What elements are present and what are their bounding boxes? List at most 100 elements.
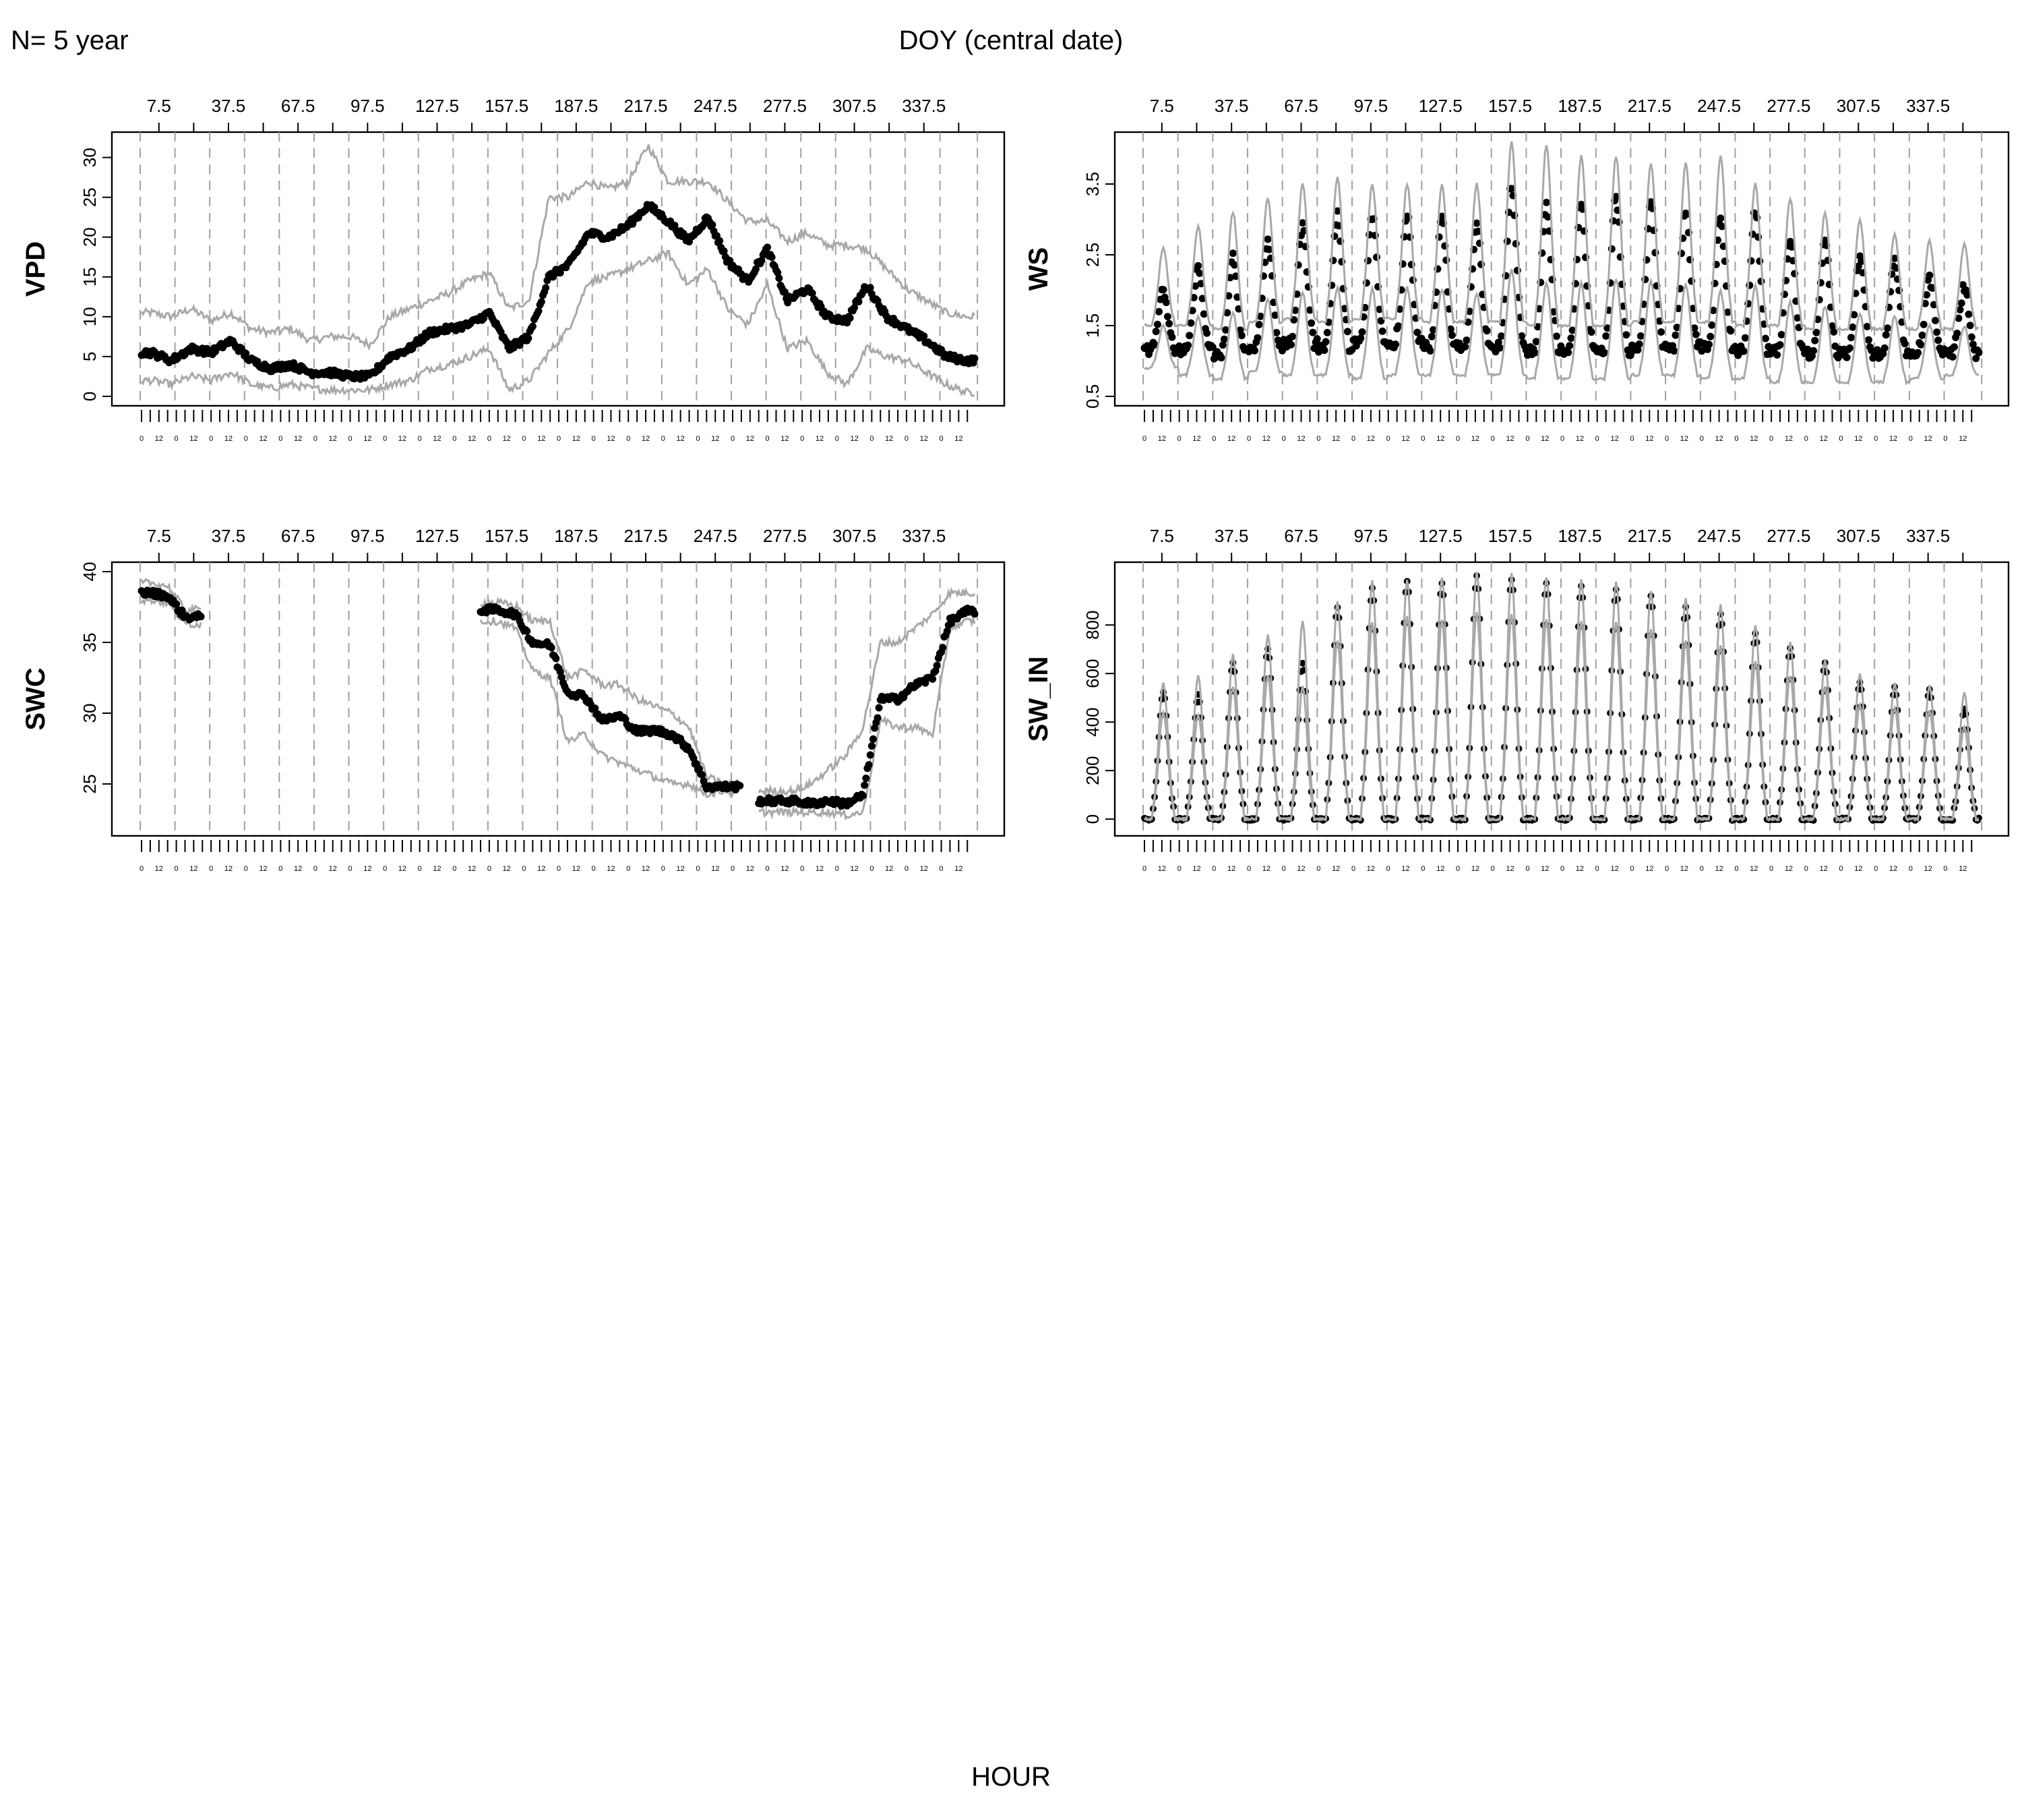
swc-hour-label: 12 [398, 865, 406, 873]
swc-hour-label: 12 [954, 865, 962, 873]
sw-in-hour-label: 12 [1436, 865, 1444, 873]
ws-point [1880, 344, 1889, 352]
swc-doy-label: 97.5 [350, 526, 385, 546]
ws-point [1306, 306, 1314, 314]
ws-hour-label: 12 [1645, 435, 1653, 443]
sw-in-hour-label: 0 [1804, 865, 1808, 873]
vpd-doy-label: 337.5 [902, 96, 946, 116]
ws-point [1847, 334, 1855, 342]
ws-point [1727, 327, 1735, 335]
ws-point [1566, 342, 1574, 350]
vpd-point [780, 288, 789, 296]
sw-in-hour-label: 0 [1630, 865, 1634, 873]
vpd-point [758, 256, 766, 264]
ws-point [1196, 269, 1204, 277]
sw-in-hour-label: 12 [1471, 865, 1479, 873]
ws-hour-label: 12 [1889, 435, 1897, 443]
ws-point [1955, 314, 1963, 322]
ws-point [1162, 299, 1170, 307]
vpd-hour-label: 0 [592, 435, 596, 443]
ws-point [1622, 331, 1630, 339]
ws-point [1965, 310, 1973, 318]
vpd-point [808, 289, 816, 297]
vpd-hour-label: 0 [175, 435, 179, 443]
ws-point [1564, 348, 1572, 357]
vpd-hour-label: 12 [607, 435, 615, 443]
ws-point [1430, 326, 1437, 334]
sw-in-doy-label: 337.5 [1906, 526, 1950, 546]
ws-hour-label: 0 [1734, 435, 1738, 443]
ws-point [1299, 219, 1307, 227]
vpd-point [534, 307, 543, 315]
swc-point [736, 782, 744, 789]
ws-hour-label: 0 [1142, 435, 1146, 443]
sw-in-hour-label: 0 [1943, 865, 1947, 873]
swc-point [929, 675, 937, 683]
swc-hour-label: 0 [313, 865, 317, 873]
ws-hour-label: 12 [1436, 435, 1444, 443]
ws-point [1705, 340, 1713, 348]
ws-point [1933, 328, 1941, 336]
sw-in-doy-label: 97.5 [1354, 526, 1388, 546]
ws-hour-label: 12 [1715, 435, 1723, 443]
ws-point [1251, 346, 1259, 355]
ws-point [1254, 334, 1262, 342]
sw-in-hour-label: 12 [1715, 865, 1723, 873]
ws-point [1830, 328, 1838, 336]
ws-point [1602, 332, 1610, 340]
ws-hour-label: 0 [1525, 435, 1529, 443]
vpd-hour-label: 0 [522, 435, 526, 443]
ws-point [1636, 332, 1645, 340]
ws-point [1163, 313, 1171, 321]
vpd-point [971, 355, 979, 362]
swc-hour-label: 12 [329, 865, 337, 873]
swc-point [869, 735, 877, 743]
ws-point [1879, 350, 1887, 358]
ws-hour-label: 12 [1924, 435, 1932, 443]
vpd-point [708, 221, 716, 229]
sw-in-doy-label: 37.5 [1215, 526, 1249, 546]
ws-point [1531, 348, 1539, 357]
ws-point [1657, 328, 1665, 336]
ws-point [1376, 305, 1384, 313]
vpd-doy-label: 187.5 [554, 96, 598, 116]
ws-point [1587, 328, 1595, 336]
ws-point [1557, 342, 1565, 350]
ws-point [1186, 332, 1194, 340]
ws-point [1198, 295, 1206, 303]
ws-point [1496, 344, 1504, 352]
ws-point [1917, 340, 1925, 348]
vpd-point [855, 298, 863, 306]
ws-point [1465, 307, 1473, 315]
swc-point [547, 644, 555, 652]
ws-point [1634, 346, 1642, 354]
swc-hour-label: 0 [383, 865, 387, 873]
ws-point [1647, 198, 1655, 206]
swc-hour-label: 12 [259, 865, 267, 873]
vpd-ytick-label: 5 [80, 352, 100, 361]
sw-in-ytick-label: 0 [1082, 814, 1103, 824]
vpd-doy-label: 307.5 [832, 96, 876, 116]
sw-in-hour-label: 0 [1839, 865, 1843, 873]
ws-hour-label: 12 [1332, 435, 1340, 443]
ws-hour-label: 12 [1227, 435, 1235, 443]
sw-in-hour-label: 0 [1734, 865, 1738, 873]
swc-point [523, 627, 531, 635]
top-axis-title: DOY (central date) [898, 26, 1124, 55]
sw-in-hour-label: 0 [1769, 865, 1773, 873]
ws-hour-label: 0 [1212, 435, 1216, 443]
sw-in-hour-label: 12 [1889, 865, 1897, 873]
ws-point [1601, 348, 1608, 357]
vpd-point [768, 253, 776, 262]
vpd-hour-label: 12 [537, 435, 545, 443]
ws-point [1717, 214, 1725, 222]
ws-point [1550, 308, 1558, 316]
ws-hour-label: 0 [1491, 435, 1495, 443]
ws-doy-label: 67.5 [1284, 96, 1318, 116]
swc-hour-label: 0 [209, 865, 213, 873]
swc-band-line [140, 578, 976, 799]
vpd-point [528, 322, 537, 330]
swc-hour-label: 0 [418, 865, 422, 873]
swc-hour-label: 12 [537, 865, 545, 873]
